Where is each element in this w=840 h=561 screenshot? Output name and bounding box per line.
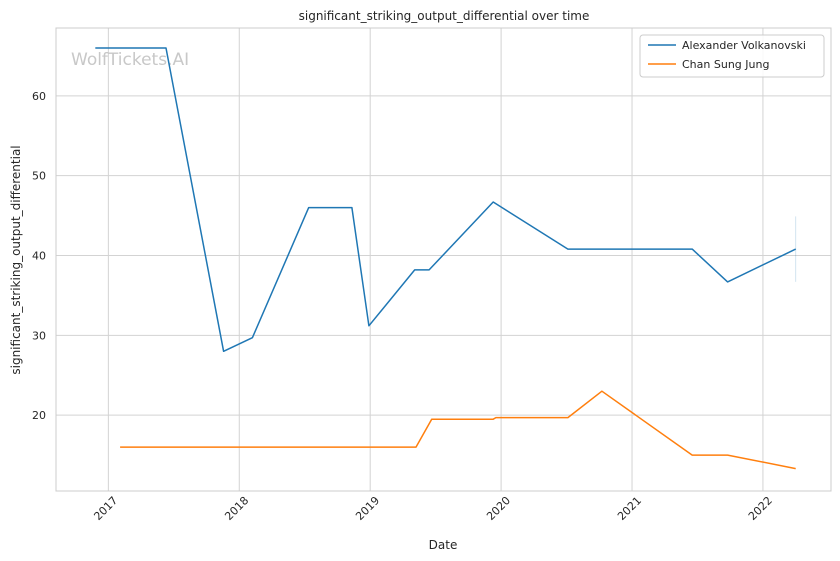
series-line-2 (120, 390, 796, 470)
legend-label-series-1: Alexander Volkanovski (682, 39, 806, 52)
y-tick-label: 50 (32, 170, 46, 183)
series-line-1 (95, 47, 797, 353)
x-tick-label: 2018 (222, 494, 251, 523)
y-tick-label: 60 (32, 90, 46, 103)
legend: Alexander Volkanovski Chan Sung Jung (639, 34, 825, 78)
x-axis-label: Date (429, 538, 458, 552)
x-tick-label: 2022 (746, 494, 775, 523)
chart-title: significant_striking_output_differential… (299, 9, 590, 23)
plot-frame (55, 27, 832, 492)
legend-label-series-2: Chan Sung Jung (682, 58, 769, 71)
gridlines (56, 28, 831, 491)
series-layer (95, 47, 797, 470)
x-tick-label: 2020 (484, 494, 513, 523)
legend-box (639, 34, 825, 78)
y-tick-labels: 20 30 40 50 60 (32, 90, 46, 422)
y-axis-label: significant_striking_output_differential (9, 145, 23, 374)
x-tick-label: 2021 (615, 494, 644, 523)
y-tick-label: 20 (32, 409, 46, 422)
y-tick-label: 30 (32, 329, 46, 342)
x-tick-labels: 2017 2018 2019 2020 2021 2022 (91, 494, 775, 523)
watermark: WolfTickets.AI (71, 50, 189, 70)
x-tick-label: 2017 (91, 494, 120, 523)
x-tick-label: 2019 (353, 494, 382, 523)
y-tick-label: 40 (32, 250, 46, 263)
